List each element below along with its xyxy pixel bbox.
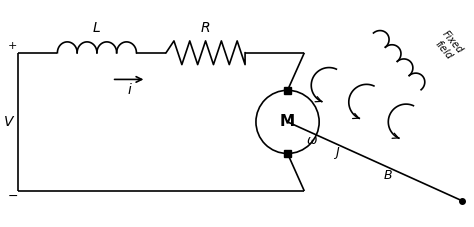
Text: $B$: $B$ [383,169,393,182]
Text: $i$: $i$ [127,82,132,97]
Text: $J$: $J$ [333,145,341,161]
Text: +: + [8,41,18,51]
Text: $L$: $L$ [92,21,101,35]
Text: $R$: $R$ [201,21,211,35]
Text: $V$: $V$ [3,115,15,129]
Text: −: − [8,190,18,202]
Bar [284,150,291,157]
Text: Fixed
field: Fixed field [431,29,465,63]
Text: $\omega$: $\omega$ [306,134,318,147]
Bar [284,87,291,94]
Text: M: M [280,114,295,129]
